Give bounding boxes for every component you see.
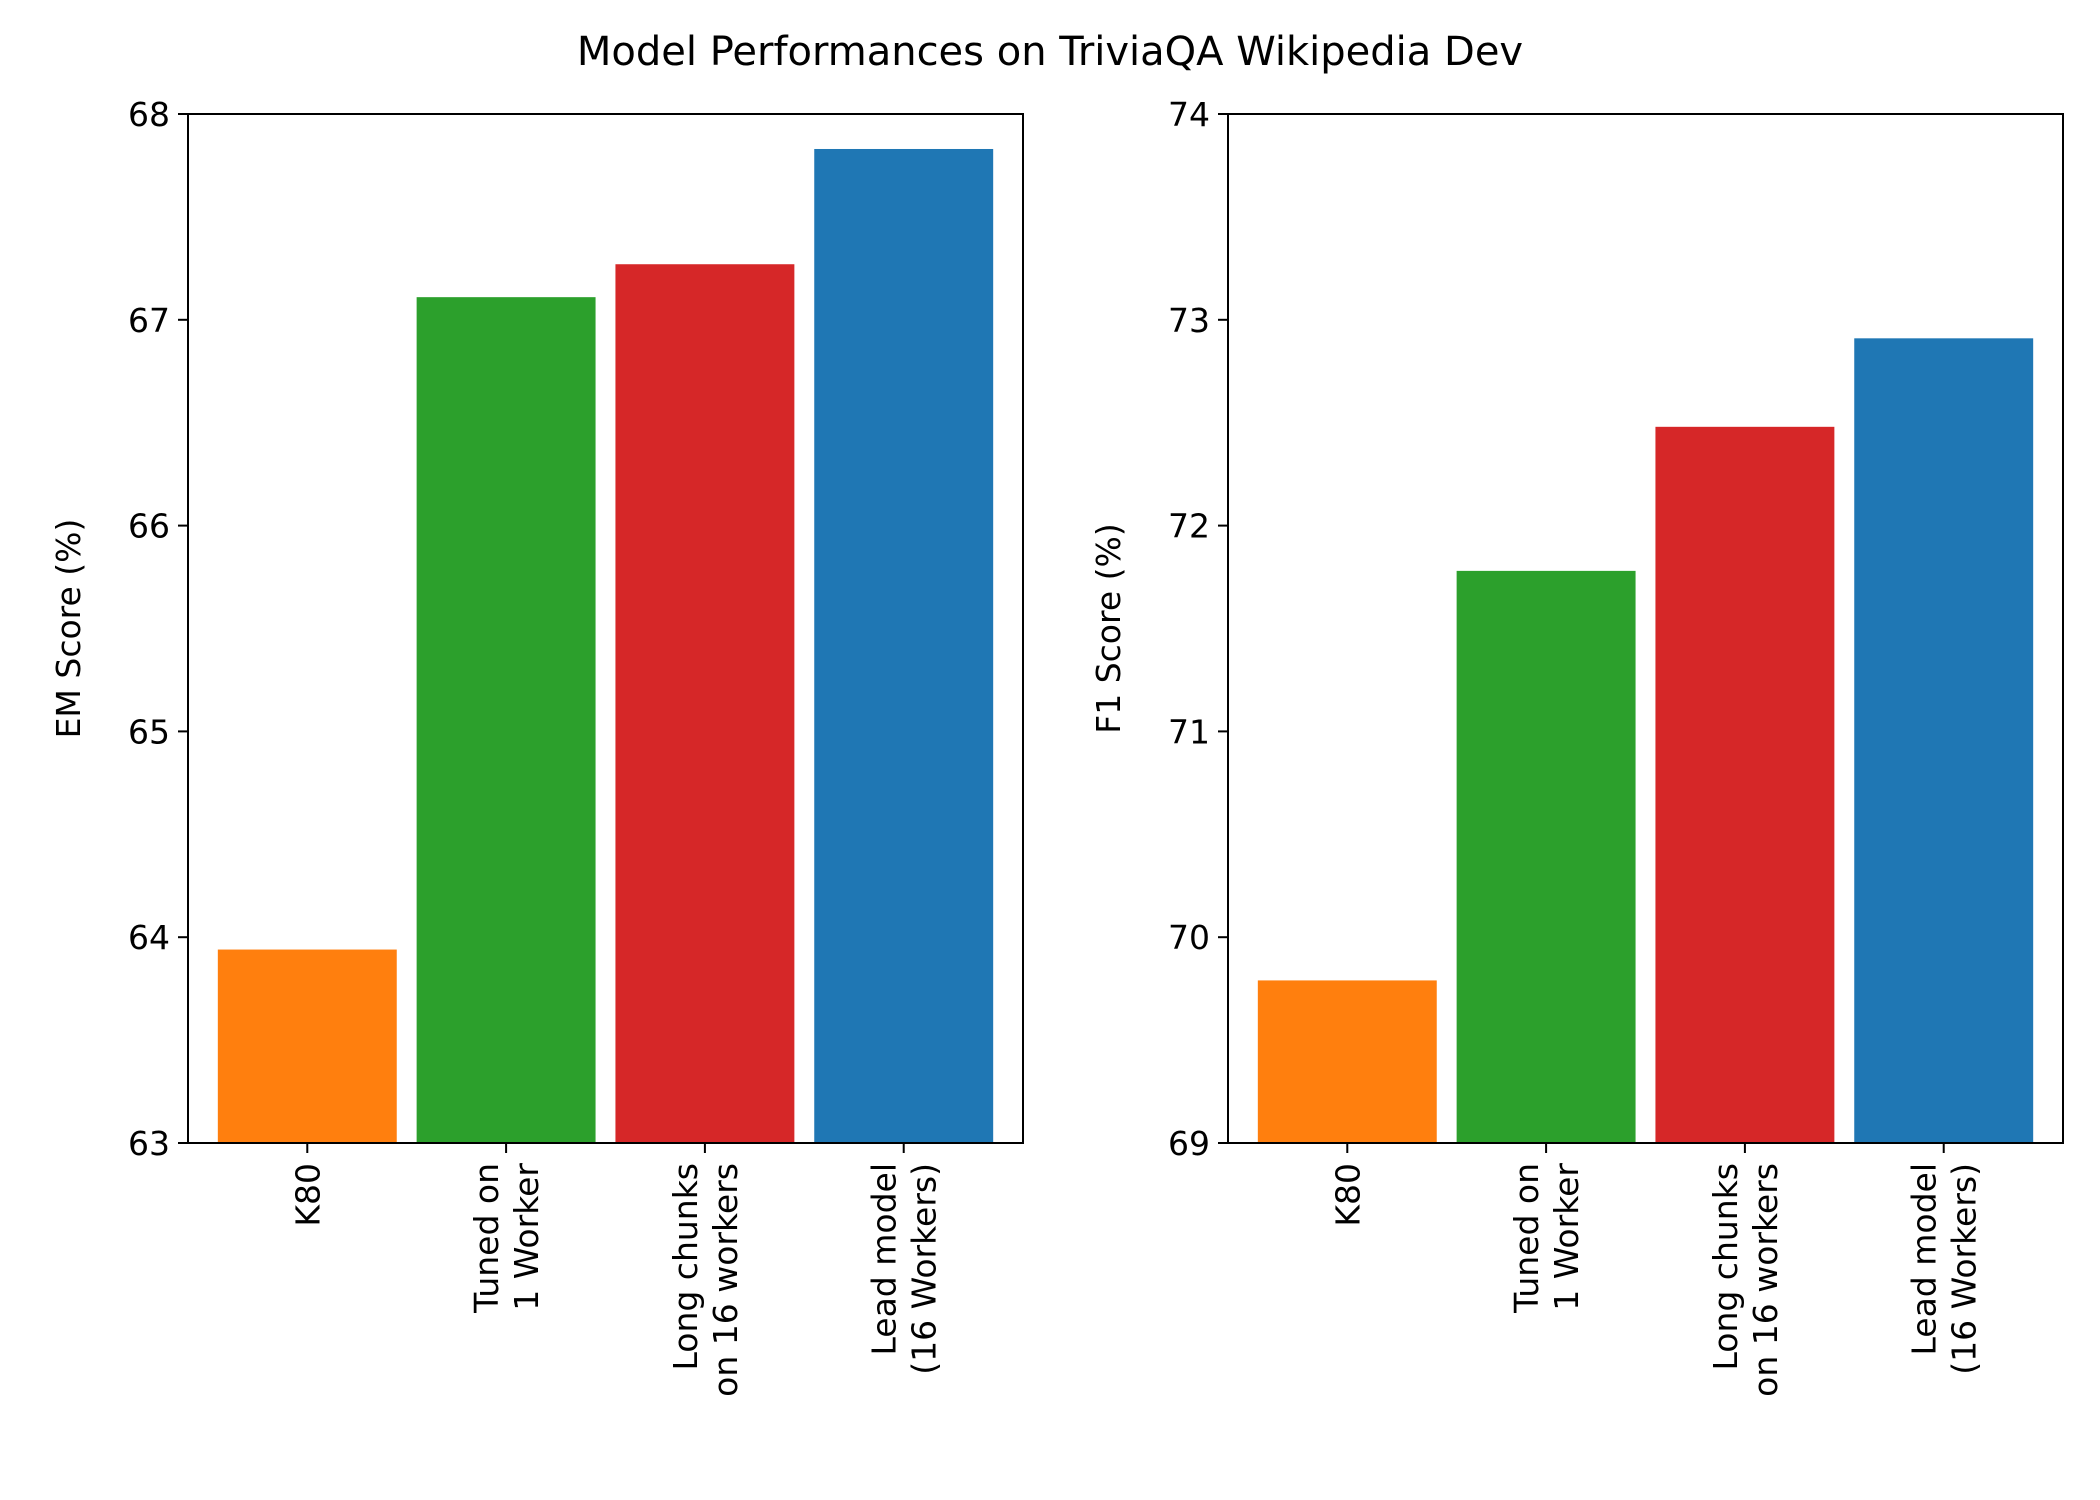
x-tick-label: Lead model(16 Workers) (865, 1163, 944, 1375)
x-tick-label: Tuned on1 Worker (1507, 1163, 1586, 1314)
x-tick-label-line: Tuned on (467, 1163, 506, 1314)
bar (1456, 570, 1636, 1143)
x-tick-label-line: K80 (288, 1163, 327, 1227)
y-tick-label: 73 (1168, 301, 1210, 340)
bar (217, 949, 397, 1143)
x-tick-label-line: on 16 workers (1746, 1163, 1785, 1397)
y-tick-label: 67 (128, 301, 170, 340)
bar (1655, 426, 1835, 1143)
y-tick-label: 65 (128, 712, 170, 751)
x-tick-label: Long chunkson 16 workers (1706, 1163, 1785, 1397)
axes-frame (187, 113, 1024, 1144)
x-tick-label-line: Tuned on (1507, 1163, 1546, 1314)
y-tick-label: 63 (128, 1124, 170, 1163)
x-tick-label-line: Lead model (865, 1163, 904, 1356)
x-tick-label: K80 (288, 1163, 327, 1227)
y-tick-label: 66 (128, 507, 170, 546)
y-tick-label: 64 (128, 918, 170, 957)
bar (814, 148, 994, 1144)
y-tick-label: 70 (1168, 918, 1210, 957)
chart-panel-1: 63 64 65 66 67 68 K80 Tuned on1 Worker Long chun… (49, 95, 1024, 1397)
x-tick-label-line: 1 Worker (507, 1163, 546, 1311)
x-tick-label: Tuned on1 Worker (467, 1163, 546, 1314)
x-tick-label-line: Long chunks (666, 1163, 705, 1371)
x-tick-label: K80 (1328, 1163, 1367, 1227)
x-tick-label-line: Long chunks (1706, 1163, 1745, 1371)
x-tick-label: Lead model(16 Workers) (1905, 1163, 1984, 1375)
bar (615, 264, 795, 1143)
axes-frame (1227, 113, 2064, 1144)
x-tick-label-line: K80 (1328, 1163, 1367, 1227)
bar (1257, 980, 1437, 1143)
y-tick-label: 71 (1168, 712, 1210, 751)
y-tick-label: 74 (1168, 95, 1210, 134)
bar (1854, 338, 2034, 1143)
y-axis-label: EM Score (%) (49, 519, 88, 739)
bar (416, 297, 596, 1143)
x-tick-label-line: Lead model (1905, 1163, 1944, 1356)
x-tick-label-line: on 16 workers (706, 1163, 745, 1397)
y-axis-label: F1 Score (%) (1089, 523, 1128, 734)
chart-panel-2: 69 70 71 72 73 74 K80 Tuned on1 Worker Long chun… (1089, 95, 2064, 1397)
x-tick-label: Long chunkson 16 workers (666, 1163, 745, 1397)
y-tick-label: 69 (1168, 1124, 1210, 1163)
y-tick-label: 72 (1168, 507, 1210, 546)
x-tick-label-line: 1 Worker (1547, 1163, 1586, 1311)
y-tick-label: 68 (128, 95, 170, 134)
x-tick-label-line: (16 Workers) (905, 1163, 944, 1375)
chart-title: Model Performances on TriviaQA Wikipedia… (577, 29, 1523, 75)
x-tick-label-line: (16 Workers) (1945, 1163, 1984, 1375)
